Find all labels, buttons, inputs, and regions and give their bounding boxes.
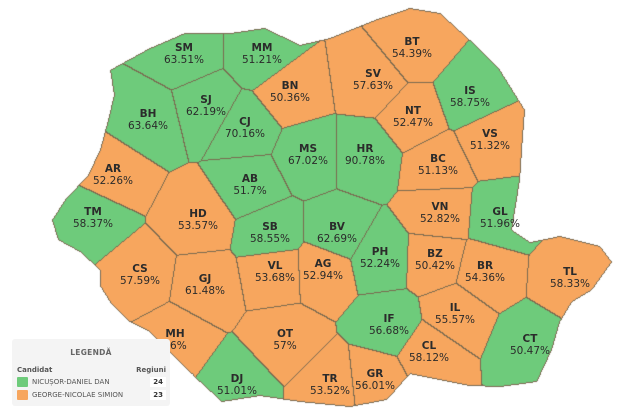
legend-row-simion: GEORGE-NICOLAE SIMION 23 [12,390,170,400]
candidate-name: NICUȘOR-DANIEL DAN [32,378,110,386]
region-count: 23 [150,390,166,400]
color-swatch [17,377,28,387]
candidate-name: GEORGE-NICOLAE SIMION [32,391,124,399]
color-swatch [17,390,28,400]
legend-row-dan: NICUȘOR-DANIEL DAN 24 [12,377,170,387]
legend-candidate-header: Candidat [17,366,53,374]
region-count: 24 [150,377,166,387]
legend-title: LEGENDĂ [70,348,112,357]
legend: LEGENDĂ Candidat Regiuni NICUȘOR-DANIEL … [12,339,170,406]
legend-regions-header: Regiuni [136,366,166,374]
